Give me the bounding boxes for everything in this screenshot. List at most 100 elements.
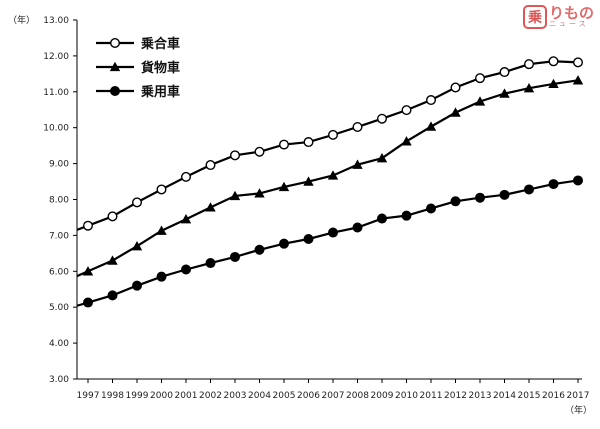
data-point: [254, 146, 265, 157]
data-point: [303, 176, 314, 186]
data-point: [132, 280, 142, 291]
data-point: [83, 297, 93, 308]
x-tick-label: 1997: [77, 391, 100, 401]
x-axis-unit-label: （年）: [565, 404, 592, 416]
x-tick-label: 2003: [224, 391, 247, 401]
legend-label: 乗合車: [140, 36, 180, 52]
data-point: [131, 197, 142, 208]
logo-mark-icon: 乗: [522, 5, 547, 29]
data-point: [573, 57, 584, 68]
data-point: [352, 121, 363, 132]
data-point: [278, 181, 290, 192]
x-tick-label: 2016: [542, 391, 565, 401]
y-tick-label: 13.00: [43, 16, 69, 26]
y-axis-ticks: 3.00 4.00 5.00 6.00 7.00 8.00 9.00 10.00 11.00 12…: [43, 16, 77, 385]
data-point: [450, 107, 461, 117]
legend-marker: [109, 38, 120, 49]
x-tick-label: 2007: [322, 391, 345, 401]
series-line: [76, 179, 579, 307]
data-point: [254, 244, 265, 255]
legend-item: 乗用車: [96, 84, 180, 100]
data-point: [573, 175, 583, 186]
data-point: [425, 121, 437, 131]
data-point: [426, 95, 437, 106]
data-point: [205, 202, 216, 212]
data-point: [352, 159, 363, 169]
data-point: [156, 225, 167, 235]
data-point: [107, 255, 118, 265]
legend-marker: [109, 61, 121, 72]
data-point: [180, 214, 192, 224]
data-point: [548, 78, 559, 89]
data-point: [524, 59, 535, 70]
series-line: [76, 79, 579, 278]
data-point: [107, 290, 118, 301]
data-point: [229, 190, 241, 201]
x-tick-label: 2008: [346, 391, 369, 401]
series-3: [76, 175, 583, 308]
x-tick-label: 2009: [371, 391, 394, 401]
data-point: [450, 196, 461, 207]
data-point: [279, 238, 289, 249]
site-logo: 乗 りもの ニュース: [522, 3, 594, 31]
series-layer: [76, 56, 584, 308]
x-tick-label: 2010: [395, 391, 418, 401]
x-tick-label: 2005: [273, 391, 296, 401]
data-point: [377, 213, 387, 224]
data-point: [376, 153, 388, 163]
data-point: [401, 136, 412, 146]
data-point: [82, 266, 94, 276]
data-point: [524, 184, 534, 195]
y-tick-label: 10.00: [43, 124, 69, 134]
data-point: [352, 222, 363, 233]
y-tick-label: 12.00: [43, 52, 69, 62]
data-point: [499, 67, 510, 78]
data-point: [475, 73, 486, 84]
x-tick-label: 2014: [493, 391, 516, 401]
data-point: [279, 139, 290, 150]
data-point: [523, 83, 535, 93]
legend-item: 乗合車: [96, 36, 180, 52]
data-point: [548, 56, 559, 67]
data-point: [401, 105, 412, 116]
x-tick-label: 2000: [150, 391, 173, 401]
x-tick-label: 2013: [469, 391, 492, 401]
logo-sub-text: ニュース: [548, 20, 589, 28]
data-point: [426, 203, 436, 214]
data-point: [474, 96, 486, 106]
series-2: [76, 75, 584, 278]
x-tick-label: 2001: [175, 391, 198, 401]
data-point: [303, 137, 314, 148]
data-point: [475, 192, 485, 203]
data-point: [254, 188, 265, 198]
x-tick-label: 2017: [567, 391, 590, 401]
legend-marker: [110, 86, 120, 96]
data-point: [572, 75, 584, 85]
data-point: [131, 240, 143, 251]
series-line: [76, 60, 579, 231]
data-point: [229, 150, 240, 161]
legend-label: 乗用車: [140, 84, 180, 100]
y-tick-label: 4.00: [49, 339, 69, 349]
y-tick-label: 6.00: [49, 267, 69, 277]
data-point: [303, 233, 314, 244]
data-point: [328, 129, 339, 140]
x-tick-label: 1999: [126, 391, 149, 401]
y-axis-unit-label: （年）: [8, 14, 35, 26]
legend-item: 貨物車: [96, 60, 180, 76]
data-point: [499, 88, 510, 98]
data-point: [205, 258, 216, 269]
x-tick-label: 2006: [297, 391, 320, 401]
data-point: [548, 179, 559, 190]
data-point: [230, 251, 240, 262]
x-tick-label: 2015: [518, 391, 541, 401]
x-tick-label: 2002: [199, 391, 222, 401]
logo-main-text: りもの: [548, 4, 594, 22]
y-tick-label: 3.00: [49, 375, 69, 385]
data-point: [401, 210, 412, 221]
y-tick-label: 8.00: [49, 196, 69, 206]
data-point: [156, 184, 167, 195]
y-tick-label: 7.00: [49, 231, 69, 241]
data-point: [82, 220, 93, 231]
